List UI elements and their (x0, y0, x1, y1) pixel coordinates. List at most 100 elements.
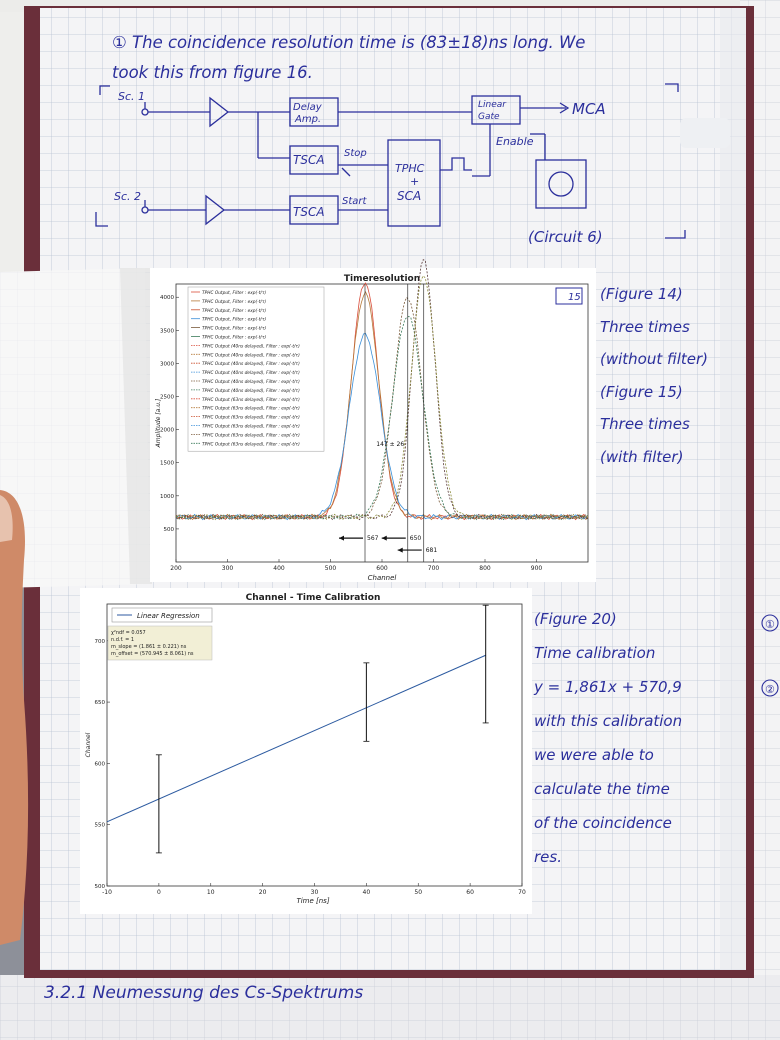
legend-entry: TPHC Output (40ns delayed), Filter : exp… (202, 352, 300, 358)
legend-box (187, 286, 325, 452)
top-note: ① The coincidence resolution time is (83… (112, 28, 692, 88)
note-line: Three times (600, 317, 690, 336)
label-tsca1: TSCA (293, 153, 325, 167)
circuit-labels: Sc. 1 Sc. 2 Delay Amp. TSCA TSCA Stop St… (114, 90, 606, 246)
label-mca: MCA (572, 100, 606, 118)
legend-entry: TPHC Output (63ns delayed), Filter : exp… (202, 424, 300, 430)
legend-entry: TPHC Output, Filter : exp(-t/τ) (202, 299, 266, 305)
y-tick-label: 1500 (160, 461, 174, 467)
fit-chi2: χ²ndf = 0.057 (111, 630, 146, 636)
annotation-label: 147 ± 26 (376, 441, 404, 448)
note-line: Time calibration (534, 644, 656, 662)
annotation-label: 567 (367, 535, 379, 542)
circuit-caption: (Circuit 6) (528, 228, 603, 246)
x-tick-label: 70 (518, 889, 526, 896)
chart1-annotations: 147 ± 26 567 650 681 (339, 441, 437, 554)
label-tphc: TPHC (395, 162, 425, 175)
note-line: with this calibration (534, 712, 683, 730)
chart1-ylabel: Amplitude [a.u.] (155, 398, 162, 448)
chart2-fit-line (106, 654, 486, 823)
y-tick-label: 650 (95, 700, 106, 706)
legend-entry: TPHC Output, Filter : exp(-t/τ) (202, 335, 266, 341)
label-sc1: Sc. 1 (118, 90, 145, 103)
x-tick-label: 30 (311, 889, 319, 896)
chart2-title: Channel - Time Calibration (246, 593, 381, 603)
note-line: (Figure 20) (534, 610, 617, 628)
note-line: Three times (600, 415, 690, 433)
x-tick-label: 10 (207, 889, 215, 896)
chart-channel-time-calibration: Channel - Time Calibration Time [ns] Cha… (85, 593, 526, 905)
x-tick-label: 600 (376, 565, 388, 572)
chart2-points (155, 604, 489, 854)
note-line: we were able to (534, 746, 654, 764)
y-tick-label: 600 (95, 761, 106, 767)
top-note-line1: ① The coincidence resolution time is (83… (112, 33, 586, 52)
y-tick-label: 4000 (160, 295, 174, 301)
note-line: (Figure 14) (600, 285, 683, 303)
legend-entry: TPHC Output (63ns delayed), Filter : exp… (202, 397, 300, 403)
label-enable: Enable (496, 135, 534, 148)
y-tick-label: 500 (164, 527, 175, 533)
label-plus: + (410, 175, 419, 188)
right-note-figures: (Figure 14) Three times (without filter)… (600, 278, 730, 473)
flipped-page (0, 268, 152, 588)
label-tsca2: TSCA (293, 205, 325, 219)
chart1-vlines (364, 284, 425, 562)
chart1-xlabel: Channel (368, 574, 397, 582)
chart2-ticks: -10 0 10 20 30 40 50 60 70 500 550 600 650 700 (95, 639, 526, 896)
right-note-calibration: (Figure 20) Time calibration y = 1,861x … (534, 602, 734, 874)
label-sc2: Sc. 2 (114, 190, 141, 203)
fit-ndf: n.d.f. = 1 (111, 637, 134, 643)
legend-entry: TPHC Output, Filter : exp(-t/τ) (202, 308, 266, 314)
chart1-legend: TPHC Output, Filter : exp(-t/τ) TPHC Outp… (187, 286, 325, 452)
legend-entry: TPHC Output (40ns delayed), Filter : exp… (202, 361, 300, 367)
legend-entry: TPHC Output, Filter : exp(-t/τ) (202, 317, 266, 323)
annotation-label: 681 (426, 547, 438, 554)
x-tick-label: -10 (102, 889, 112, 896)
series-line (175, 275, 589, 521)
legend-entry: TPHC Output (63ns delayed), Filter : exp… (202, 406, 300, 412)
note-line: y = 1,861x + 570,9 (534, 678, 682, 696)
legend-entry: TPHC Output (40ns delayed), Filter : exp… (202, 370, 300, 376)
x-tick-label: 500 (325, 565, 337, 572)
x-tick-label: 0 (157, 889, 161, 896)
series-line (175, 332, 589, 521)
x-tick-label: 700 (428, 565, 440, 572)
arrow-head (339, 535, 345, 541)
annotation-label: 650 (410, 535, 422, 542)
legend-entry: TPHC Output (63ns delayed), Filter : exp… (202, 441, 300, 447)
fit-line (106, 654, 486, 823)
y-tick-label: 1000 (160, 494, 174, 500)
chart1-title: Timeresolution (344, 274, 420, 284)
legend-entry: TPHC Output (40ns delayed), Filter : exp… (202, 343, 300, 349)
note-line: (without filter) (600, 350, 708, 368)
legend-entry: TPHC Output (63ns delayed), Filter : exp… (202, 415, 300, 421)
y-tick-label: 700 (95, 639, 106, 645)
top-note-line2: took this from figure 16. (112, 63, 313, 82)
x-tick-label: 400 (273, 565, 285, 572)
chart2-fit-box: χ²ndf = 0.057 n.d.f. = 1 m_slope = (1.86… (107, 625, 213, 661)
fit-offset: m_offset = (570.945 ± 8.061) ns (111, 651, 194, 657)
y-tick-label: 500 (95, 884, 106, 890)
x-tick-label: 900 (531, 565, 543, 572)
series-line (175, 296, 589, 521)
chart-timeresolution: Timeresolution Channel Amplitude [a.u.] … (155, 259, 589, 582)
label-delay: Delay (293, 102, 323, 113)
label-linear: Linear (478, 100, 507, 110)
fit-slope: m_slope = (1.861 ± 0.221) ns (111, 644, 187, 650)
y-tick-label: 2500 (160, 395, 174, 401)
chart1-series (175, 259, 589, 521)
legend-entry: TPHC Output (40ns delayed), Filter : exp… (202, 388, 300, 394)
tape-piece (680, 118, 730, 148)
margin-mark-1: ① (765, 618, 775, 631)
y-tick-label: 3500 (160, 328, 174, 334)
y-tick-label: 3000 (160, 361, 174, 367)
note-line: res. (534, 848, 562, 866)
margin-mark-2: ② (765, 683, 775, 696)
chart2-xlabel: Time [ns] (296, 897, 329, 905)
legend-entry: TPHC Output (40ns delayed), Filter : exp… (202, 379, 300, 385)
arrow-head (381, 535, 387, 541)
label-gate: Gate (478, 112, 500, 122)
x-tick-label: 300 (222, 565, 234, 572)
label-sca: SCA (397, 189, 421, 203)
